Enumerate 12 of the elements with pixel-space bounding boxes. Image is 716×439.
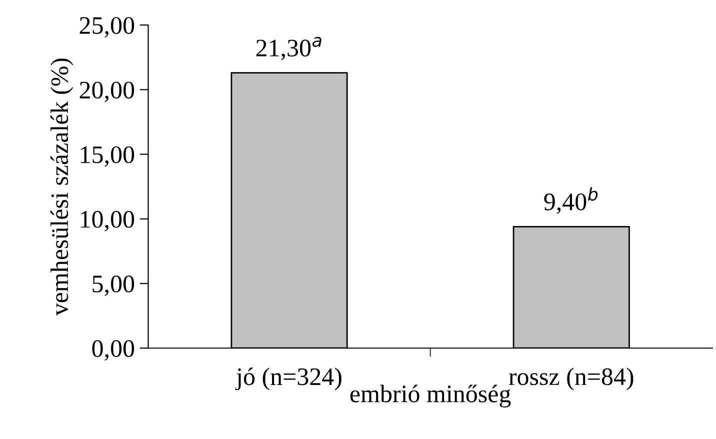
x-tick-label: rossz (n=84) — [508, 368, 634, 390]
data-label: 21,30$^{a}$ — [256, 36, 322, 60]
y-tick-label: 20,00 — [80, 82, 134, 102]
y-tick-label: 15,00 — [80, 146, 134, 167]
y-axis-title: vemhesülési százalék (%) — [50, 58, 74, 316]
y-tick-label: 25,00 — [80, 17, 134, 38]
y-tick-label: 0,00 — [92, 340, 134, 361]
y-tick-label: 10,00 — [80, 210, 134, 232]
x-axis-title: embrió minőség — [350, 384, 511, 408]
data-label: 9,40$^{b}$ — [544, 187, 598, 214]
x-tick-label: jó (n=324) — [235, 368, 342, 390]
y-tick-label: 5,00 — [92, 276, 134, 296]
